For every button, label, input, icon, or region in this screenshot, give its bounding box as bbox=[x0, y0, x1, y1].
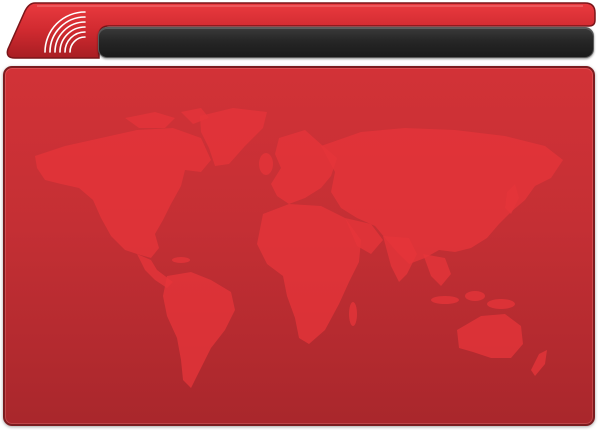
main-panel bbox=[3, 66, 595, 426]
title-bar bbox=[98, 27, 594, 58]
world-map-icon bbox=[35, 108, 563, 388]
page-title bbox=[113, 28, 579, 57]
concentric-arcs-logo-icon bbox=[44, 11, 86, 53]
header-tab bbox=[5, 2, 596, 60]
